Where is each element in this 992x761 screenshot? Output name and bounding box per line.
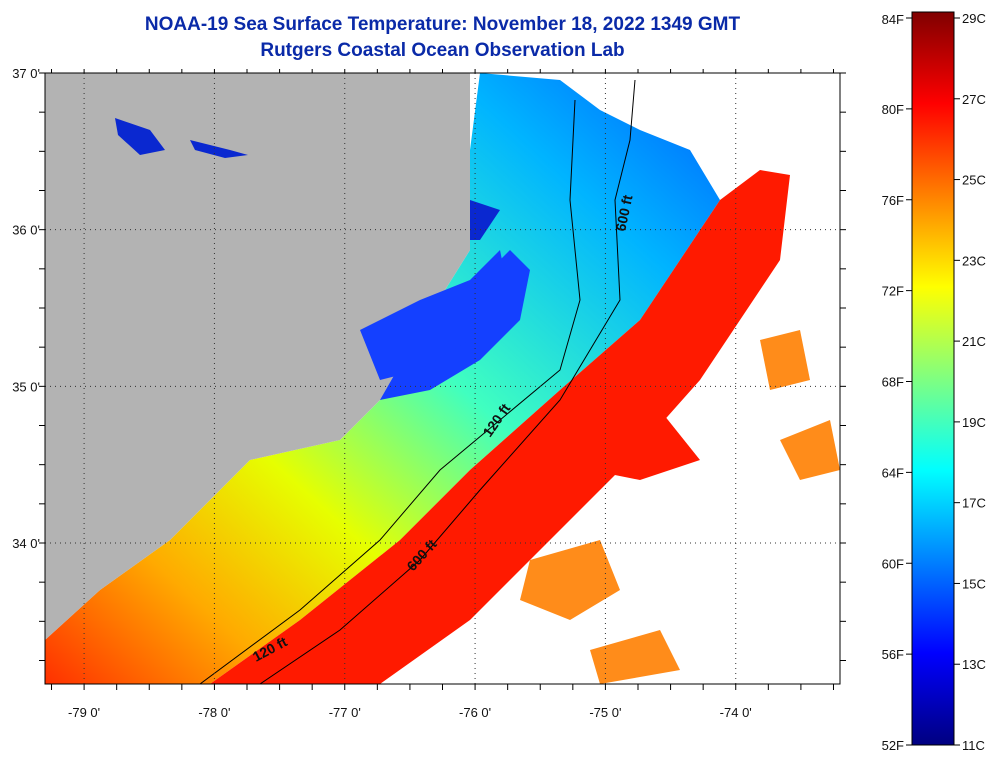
colorbar-fahrenheit-label: 68F xyxy=(882,375,904,390)
sound-west xyxy=(360,250,510,380)
offshore-warm-patch xyxy=(760,330,810,390)
colorbar-celsius-label: 19C xyxy=(962,415,986,430)
colorbar-fahrenheit-label: 76F xyxy=(882,193,904,208)
offshore-warm-patch xyxy=(780,420,840,480)
offshore-red-patch xyxy=(580,410,700,480)
lon-tick-label: -79 0' xyxy=(68,705,100,720)
chart-subtitle: Rutgers Coastal Ocean Observation Lab xyxy=(260,40,625,61)
lon-tick-label: -78 0' xyxy=(198,705,230,720)
chart-title: NOAA-19 Sea Surface Temperature: Novembe… xyxy=(144,14,741,35)
colorbar-celsius-label: 11C xyxy=(962,738,985,753)
lon-tick-label: -76 0' xyxy=(459,705,491,720)
colorbar-celsius-label: 27C xyxy=(962,92,986,107)
colorbar-fahrenheit-label: 64F xyxy=(882,465,904,480)
colorbar-celsius-label: 25C xyxy=(962,173,986,188)
lat-tick-label: 37 0' xyxy=(12,66,40,81)
lon-tick-label: -75 0' xyxy=(589,705,621,720)
offshore-warm-patch xyxy=(520,540,620,620)
lat-tick-label: 35 0' xyxy=(12,379,40,394)
lon-tick-label: -77 0' xyxy=(329,705,361,720)
map-frame xyxy=(44,72,841,685)
lat-tick-label: 34 0' xyxy=(12,536,40,551)
shelf-water xyxy=(45,73,720,684)
gulf-stream xyxy=(210,170,790,684)
graticule xyxy=(45,72,840,684)
contour-600ft-line xyxy=(259,79,636,684)
contour-label-600ft-north: 600 ft xyxy=(612,193,635,232)
axis-ticks: -79 0' -78 0' -77 0' -76 0' -75 0' -74 0' 37 0… xyxy=(12,66,846,720)
lon-tick-label: -74 0' xyxy=(720,705,752,720)
inland-water xyxy=(115,118,165,155)
colorbar-celsius-label: 17C xyxy=(962,496,986,511)
colorbar-fahrenheit-label: 60F xyxy=(882,556,904,571)
colorbar-labels: 29C 27C 25C 23C 21C 19C 17C 15C 13C 11C 84F 80F 76F 7… xyxy=(882,11,986,753)
colorbar-fahrenheit-label: 84F xyxy=(882,12,904,27)
inland-water xyxy=(190,140,248,158)
colorbar-celsius-label: 15C xyxy=(962,576,986,591)
colorbar-celsius-label: 13C xyxy=(962,657,986,672)
colorbar-celsius-label: 23C xyxy=(962,253,986,268)
land xyxy=(45,73,470,640)
colorbar xyxy=(911,11,955,746)
colorbar-fahrenheit-label: 72F xyxy=(882,284,904,299)
colorbar-fahrenheit-label: 80F xyxy=(882,102,904,117)
colorbar-celsius-label: 29C xyxy=(962,11,986,26)
colorbar-celsius-label: 21C xyxy=(962,334,986,349)
contour-120ft-line xyxy=(199,99,581,684)
lat-tick-label: 36 0' xyxy=(12,223,40,238)
colorbar-fahrenheit-label: 52F xyxy=(882,738,904,753)
colorbar-fahrenheit-label: 56F xyxy=(882,647,904,662)
offshore-warm-patch xyxy=(590,630,680,684)
